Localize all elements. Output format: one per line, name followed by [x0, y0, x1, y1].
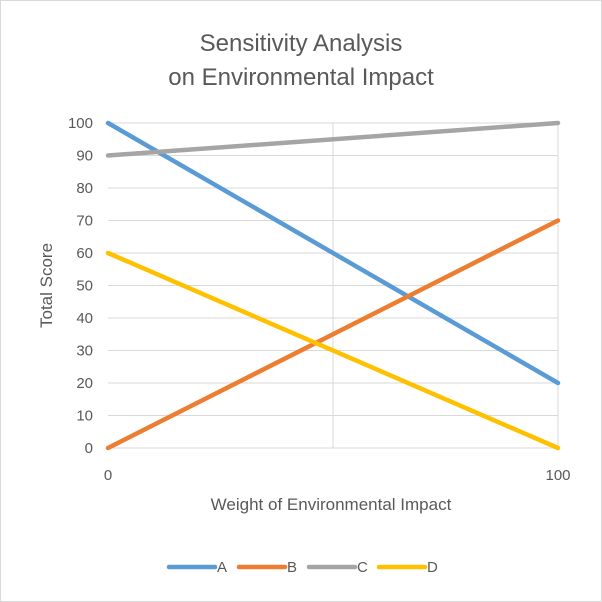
- y-tick-label: 70: [76, 213, 93, 230]
- y-tick-label: 60: [76, 245, 93, 262]
- y-tick-label: 50: [76, 278, 93, 295]
- y-tick-label: 30: [76, 343, 93, 360]
- legend-label-c: C: [357, 559, 368, 576]
- series-line-c: [105, 120, 561, 158]
- chart-title: Sensitivity Analysis on Environmental Im…: [1, 27, 601, 95]
- x-tick-label: 0: [104, 467, 112, 484]
- y-axis-title: Total Score: [37, 243, 56, 328]
- series-line-a: [105, 120, 561, 386]
- y-tick-label: 40: [76, 310, 93, 327]
- legend-label-b: B: [287, 559, 297, 576]
- chart-title-line-1: Sensitivity Analysis: [199, 30, 403, 57]
- chart-title-line-2: on Environmental Impact: [168, 64, 434, 91]
- series-line-d: [105, 250, 561, 451]
- y-tick-label: 0: [85, 440, 93, 457]
- x-tick-label: 100: [545, 467, 570, 484]
- y-tick-label: 20: [76, 375, 93, 392]
- y-tick-label: 100: [68, 115, 93, 132]
- series-line-b: [105, 218, 561, 451]
- legend-label-d: D: [427, 559, 438, 576]
- x-axis-title: Weight of Environmental Impact: [211, 495, 452, 514]
- y-tick-label: 10: [76, 408, 93, 425]
- y-tick-label: 90: [76, 148, 93, 165]
- legend-label-a: A: [217, 559, 227, 576]
- y-tick-label: 80: [76, 180, 93, 197]
